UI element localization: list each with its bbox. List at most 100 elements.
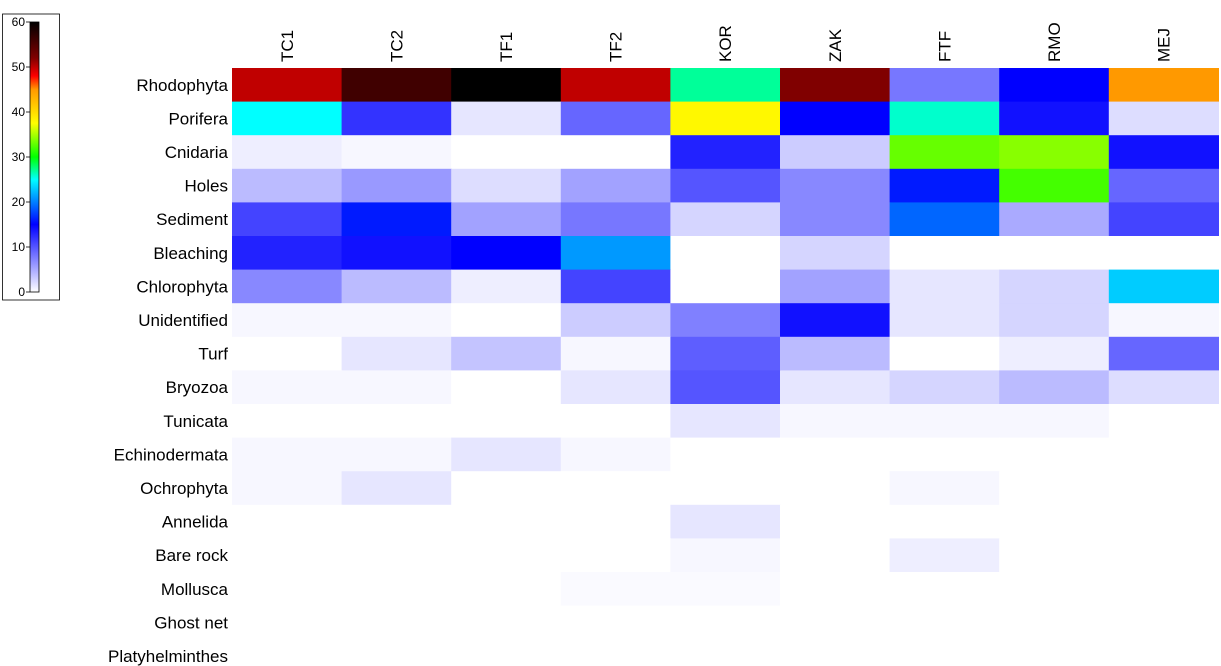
heatmap-cell-bleaching-zak — [780, 236, 890, 270]
heatmap-cell-turf-mej — [1109, 337, 1219, 371]
heatmap-cell-rhodophyta-tc2 — [342, 68, 452, 102]
heatmap-cell-rhodophyta-rmo — [999, 68, 1109, 102]
heatmap-cell-annelida-ftf — [890, 505, 1000, 539]
column-label: TF1 — [497, 32, 516, 62]
heatmap-cell-ghost-net-rmo — [999, 606, 1109, 640]
heatmap-cell-bryozoa-tc2 — [342, 370, 452, 404]
heatmap-cell-bleaching-ftf — [890, 236, 1000, 270]
heatmap-cell-mollusca-tf2 — [561, 572, 671, 606]
heatmap-cell-unidentified-tc1 — [232, 303, 342, 337]
heatmap-cell-cnidaria-tc1 — [232, 135, 342, 169]
column-label: TC1 — [278, 30, 297, 62]
heatmap-cell-echinodermata-ftf — [890, 438, 1000, 472]
colorbar-tick-label: 0 — [18, 285, 25, 299]
heatmap-cell-mollusca-tc1 — [232, 572, 342, 606]
heatmap-cell-mollusca-tf1 — [451, 572, 561, 606]
heatmap-cell-cnidaria-mej — [1109, 135, 1219, 169]
colorbar-tick-label: 50 — [12, 60, 26, 74]
row-label: Porifera — [168, 109, 228, 128]
row-label: Annelida — [162, 513, 229, 532]
heatmap-cell-holes-tc2 — [342, 169, 452, 203]
heatmap-cell-cnidaria-kor — [670, 135, 780, 169]
colorbar: 0 10 20 30 40 50 60 — [3, 14, 60, 300]
column-label: FTF — [935, 31, 954, 62]
heatmap-cell-annelida-zak — [780, 505, 890, 539]
row-label: Echinodermata — [114, 445, 229, 464]
heatmap-cell-rhodophyta-kor — [670, 68, 780, 102]
heatmap-cell-bare-rock-tf1 — [451, 538, 561, 572]
row-label: Ochrophyta — [140, 479, 228, 498]
heatmap-cell-ghost-net-tf2 — [561, 606, 671, 640]
heatmap-cell-bryozoa-mej — [1109, 370, 1219, 404]
heatmap-cell-ochrophyta-zak — [780, 471, 890, 505]
heatmap-cell-sediment-ftf — [890, 202, 1000, 236]
column-label: TF2 — [607, 32, 626, 62]
row-label: Bleaching — [153, 244, 228, 263]
heatmap-cell-tunicata-zak — [780, 404, 890, 438]
heatmap-cell-bryozoa-kor — [670, 370, 780, 404]
colorbar-tick-label: 20 — [12, 195, 26, 209]
row-label: Platyhelminthes — [108, 647, 228, 666]
heatmap-cell-porifera-tc1 — [232, 102, 342, 136]
heatmap-cell-chlorophyta-zak — [780, 270, 890, 304]
heatmap-cell-tunicata-tf2 — [561, 404, 671, 438]
heatmap-cell-tunicata-tc2 — [342, 404, 452, 438]
heatmap-cell-bleaching-kor — [670, 236, 780, 270]
heatmap-cell-echinodermata-rmo — [999, 438, 1109, 472]
heatmap-cell-bleaching-mej — [1109, 236, 1219, 270]
heatmap-cell-turf-rmo — [999, 337, 1109, 371]
heatmap-cell-turf-tf2 — [561, 337, 671, 371]
row-label: Tunicata — [163, 412, 228, 431]
heatmap-cell-bryozoa-zak — [780, 370, 890, 404]
heatmap-cell-platyhelminthes-tc2 — [342, 639, 452, 666]
row-label: Turf — [198, 345, 228, 364]
heatmap-cell-echinodermata-tc2 — [342, 438, 452, 472]
heatmap-cell-turf-tc1 — [232, 337, 342, 371]
column-label: RMO — [1045, 22, 1064, 62]
row-label: Bare rock — [155, 546, 228, 565]
row-label: Unidentified — [138, 311, 228, 330]
row-label: Mollusca — [161, 580, 229, 599]
heatmap-cell-unidentified-zak — [780, 303, 890, 337]
row-label: Rhodophyta — [136, 76, 228, 95]
heatmap-cell-bleaching-tc1 — [232, 236, 342, 270]
heatmap-cell-holes-zak — [780, 169, 890, 203]
heatmap-cell-chlorophyta-tc1 — [232, 270, 342, 304]
heatmap-cell-bleaching-rmo — [999, 236, 1109, 270]
heatmap-cell-porifera-tf1 — [451, 102, 561, 136]
heatmap-cell-sediment-kor — [670, 202, 780, 236]
heatmap-cell-echinodermata-zak — [780, 438, 890, 472]
column-labels: TC1 TC2 TF1 TF2 KOR ZAK FTF RMO MEJ — [278, 22, 1174, 62]
heatmap-cell-echinodermata-kor — [670, 438, 780, 472]
heatmap-cells — [232, 68, 1219, 666]
heatmap-cell-cnidaria-ftf — [890, 135, 1000, 169]
heatmap-cell-chlorophyta-rmo — [999, 270, 1109, 304]
heatmap-cell-bare-rock-kor — [670, 538, 780, 572]
heatmap-cell-cnidaria-tf1 — [451, 135, 561, 169]
heatmap-cell-unidentified-ftf — [890, 303, 1000, 337]
heatmap-cell-unidentified-rmo — [999, 303, 1109, 337]
heatmap-cell-ochrophyta-rmo — [999, 471, 1109, 505]
heatmap-cell-cnidaria-rmo — [999, 135, 1109, 169]
heatmap-cell-mollusca-ftf — [890, 572, 1000, 606]
heatmap-cell-annelida-mej — [1109, 505, 1219, 539]
heatmap-cell-chlorophyta-tf1 — [451, 270, 561, 304]
colorbar-tick-label: 60 — [12, 15, 26, 29]
heatmap-cell-ochrophyta-ftf — [890, 471, 1000, 505]
heatmap-cell-porifera-mej — [1109, 102, 1219, 136]
colorbar-tick-label: 10 — [12, 240, 26, 254]
heatmap-cell-annelida-rmo — [999, 505, 1109, 539]
heatmap-cell-platyhelminthes-tf2 — [561, 639, 671, 666]
heatmap-cell-holes-ftf — [890, 169, 1000, 203]
heatmap-cell-mollusca-rmo — [999, 572, 1109, 606]
heatmap-cell-sediment-tc2 — [342, 202, 452, 236]
heatmap-cell-mollusca-zak — [780, 572, 890, 606]
heatmap-cell-turf-kor — [670, 337, 780, 371]
heatmap-cell-echinodermata-tf2 — [561, 438, 671, 472]
heatmap-cell-ghost-net-tc1 — [232, 606, 342, 640]
column-label: ZAK — [826, 28, 845, 62]
heatmap-cell-unidentified-mej — [1109, 303, 1219, 337]
heatmap-cell-unidentified-tf1 — [451, 303, 561, 337]
heatmap-cell-porifera-tc2 — [342, 102, 452, 136]
heatmap-cell-platyhelminthes-tc1 — [232, 639, 342, 666]
